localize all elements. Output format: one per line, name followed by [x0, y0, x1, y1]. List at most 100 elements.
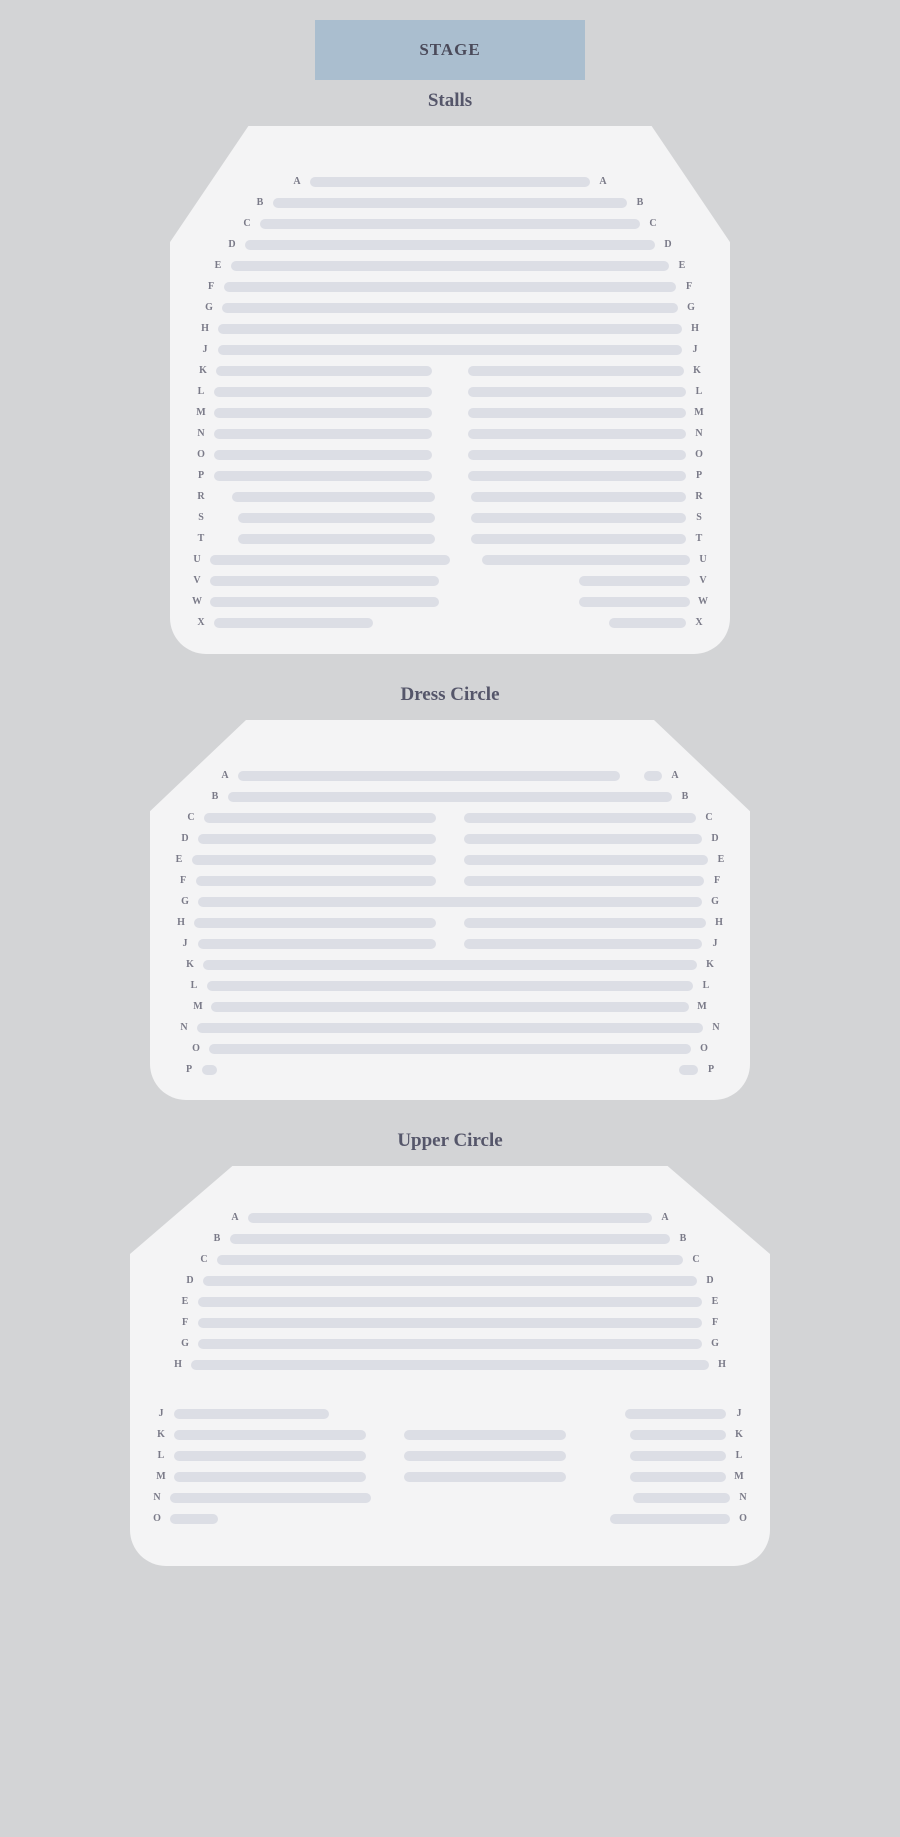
seat-segment[interactable]	[198, 1297, 702, 1307]
seat-segment[interactable]	[310, 177, 590, 187]
seat-segment[interactable]	[196, 876, 436, 886]
seat-segment[interactable]	[404, 1430, 566, 1440]
seat-segment[interactable]	[471, 492, 686, 502]
seat-segment[interactable]	[482, 555, 690, 565]
seat-segment[interactable]	[214, 429, 432, 439]
seat-segment[interactable]	[174, 1472, 366, 1482]
seat-segment[interactable]	[214, 450, 432, 460]
seat-segment[interactable]	[170, 1493, 371, 1503]
seat-segment[interactable]	[468, 450, 686, 460]
stage-label: STAGE	[419, 40, 480, 60]
seat-segment[interactable]	[218, 324, 682, 334]
seat-segment[interactable]	[198, 939, 436, 949]
seat-segment[interactable]	[191, 1360, 709, 1370]
seat-segment[interactable]	[468, 366, 684, 376]
seat-segment[interactable]	[471, 513, 686, 523]
seat-segment[interactable]	[230, 1234, 670, 1244]
seat-segment[interactable]	[203, 960, 697, 970]
seat-segment[interactable]	[468, 408, 686, 418]
seat-segment[interactable]	[197, 1023, 703, 1033]
seat-segment[interactable]	[214, 408, 432, 418]
seat-segment[interactable]	[210, 576, 439, 586]
seat-segment[interactable]	[633, 1493, 730, 1503]
seat-segment[interactable]	[273, 198, 627, 208]
row-label-right: F	[708, 1317, 722, 1328]
seat-segment[interactable]	[248, 1213, 652, 1223]
seat-row: PP	[170, 470, 730, 481]
seat-segment[interactable]	[238, 771, 620, 781]
seat-segment[interactable]	[210, 597, 439, 607]
seat-segment[interactable]	[464, 855, 708, 865]
seat-segment[interactable]	[232, 492, 435, 502]
row-label-right: J	[732, 1408, 746, 1419]
seat-segment[interactable]	[610, 1514, 730, 1524]
seat-segment[interactable]	[222, 303, 678, 313]
seat-row: VV	[170, 575, 730, 586]
seat-segment[interactable]	[464, 876, 704, 886]
seat-segment[interactable]	[630, 1472, 726, 1482]
seat-segment[interactable]	[198, 897, 702, 907]
row-label-left: O	[194, 449, 208, 460]
seat-segment[interactable]	[238, 534, 435, 544]
seat-segment[interactable]	[214, 471, 432, 481]
seat-segment[interactable]	[644, 771, 662, 781]
seat-segment[interactable]	[214, 618, 373, 628]
seat-segment[interactable]	[194, 918, 436, 928]
seat-row: OO	[130, 1513, 770, 1524]
seat-segment[interactable]	[216, 366, 432, 376]
row-label-right: M	[732, 1471, 746, 1482]
seat-segment[interactable]	[210, 555, 450, 565]
seat-segment[interactable]	[579, 597, 690, 607]
seat-segment[interactable]	[192, 855, 436, 865]
seat-segment[interactable]	[228, 792, 672, 802]
row-label-right: F	[682, 281, 696, 292]
row-label-right: T	[692, 533, 706, 544]
seat-segment[interactable]	[204, 813, 436, 823]
seat-segment[interactable]	[464, 918, 706, 928]
seat-segment[interactable]	[404, 1451, 566, 1461]
seat-segment[interactable]	[207, 981, 693, 991]
seat-segment[interactable]	[471, 534, 686, 544]
seat-segment[interactable]	[609, 618, 686, 628]
seat-segment[interactable]	[174, 1409, 329, 1419]
seat-segment[interactable]	[464, 939, 702, 949]
seat-segment[interactable]	[464, 834, 702, 844]
stage-box: STAGE	[315, 20, 585, 80]
seat-segment[interactable]	[198, 834, 436, 844]
seat-segment[interactable]	[211, 1002, 689, 1012]
seat-segment[interactable]	[468, 471, 686, 481]
seat-row: MM	[170, 407, 730, 418]
seat-segment[interactable]	[224, 282, 676, 292]
seat-segment[interactable]	[579, 576, 690, 586]
seat-segment[interactable]	[468, 387, 686, 397]
seat-segment[interactable]	[198, 1318, 702, 1328]
row-label-left: N	[177, 1022, 191, 1033]
seat-segment[interactable]	[630, 1430, 726, 1440]
seat-segment[interactable]	[679, 1065, 698, 1075]
seat-segment[interactable]	[464, 813, 696, 823]
seat-segment[interactable]	[203, 1276, 697, 1286]
row-label-left: O	[189, 1043, 203, 1054]
seat-segment[interactable]	[198, 1339, 702, 1349]
seat-segment[interactable]	[174, 1430, 366, 1440]
seat-segment[interactable]	[404, 1472, 566, 1482]
seat-segment[interactable]	[245, 240, 655, 250]
seat-segment[interactable]	[209, 1044, 691, 1054]
seat-segment[interactable]	[214, 387, 432, 397]
seat-segment[interactable]	[170, 1514, 218, 1524]
row-label-left: K	[183, 959, 197, 970]
seat-segment[interactable]	[174, 1451, 366, 1461]
seat-segment[interactable]	[217, 1255, 683, 1265]
seat-segment[interactable]	[630, 1451, 726, 1461]
seat-segment[interactable]	[468, 429, 686, 439]
seat-segment[interactable]	[202, 1065, 217, 1075]
seat-segment[interactable]	[260, 219, 640, 229]
seat-segment[interactable]	[238, 513, 435, 523]
seat-segment[interactable]	[231, 261, 669, 271]
row-label-left: A	[218, 770, 232, 781]
row-label-left: D	[183, 1275, 197, 1286]
seat-segment[interactable]	[218, 345, 682, 355]
seat-segment[interactable]	[625, 1409, 726, 1419]
seat-row: MM	[150, 1001, 750, 1012]
seat-row: JJ	[150, 938, 750, 949]
